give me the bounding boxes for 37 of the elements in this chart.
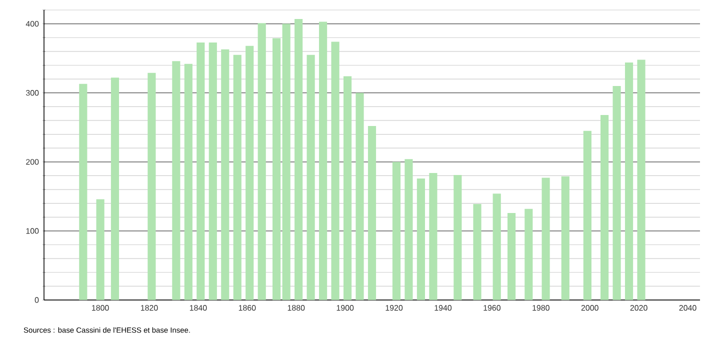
bar xyxy=(392,162,401,300)
bar xyxy=(208,42,217,300)
bar xyxy=(416,178,425,300)
bar xyxy=(233,54,242,300)
bar xyxy=(294,18,303,300)
bar xyxy=(454,175,462,300)
bar xyxy=(221,49,230,300)
bar xyxy=(246,46,254,300)
bar xyxy=(196,42,205,300)
bar xyxy=(148,72,156,300)
bar xyxy=(404,159,413,300)
bar xyxy=(583,130,592,300)
bar xyxy=(429,172,438,300)
bar xyxy=(110,78,120,300)
bar xyxy=(612,86,621,300)
bar xyxy=(319,22,328,300)
bar xyxy=(524,208,533,300)
bar xyxy=(624,62,634,300)
bar xyxy=(542,178,550,300)
bar xyxy=(96,199,104,300)
bar xyxy=(368,126,376,300)
bar xyxy=(507,213,516,300)
bar xyxy=(637,60,646,300)
bar xyxy=(306,54,315,300)
bar xyxy=(79,84,88,300)
bar xyxy=(272,38,281,300)
bar xyxy=(184,64,192,300)
bar xyxy=(600,114,609,300)
bar xyxy=(473,204,482,300)
bar xyxy=(282,24,290,300)
bar xyxy=(561,176,570,300)
bar xyxy=(172,61,180,300)
bar xyxy=(331,42,340,300)
bar xyxy=(356,92,364,300)
bar xyxy=(258,23,266,300)
bar xyxy=(343,76,352,300)
bar xyxy=(492,194,501,300)
